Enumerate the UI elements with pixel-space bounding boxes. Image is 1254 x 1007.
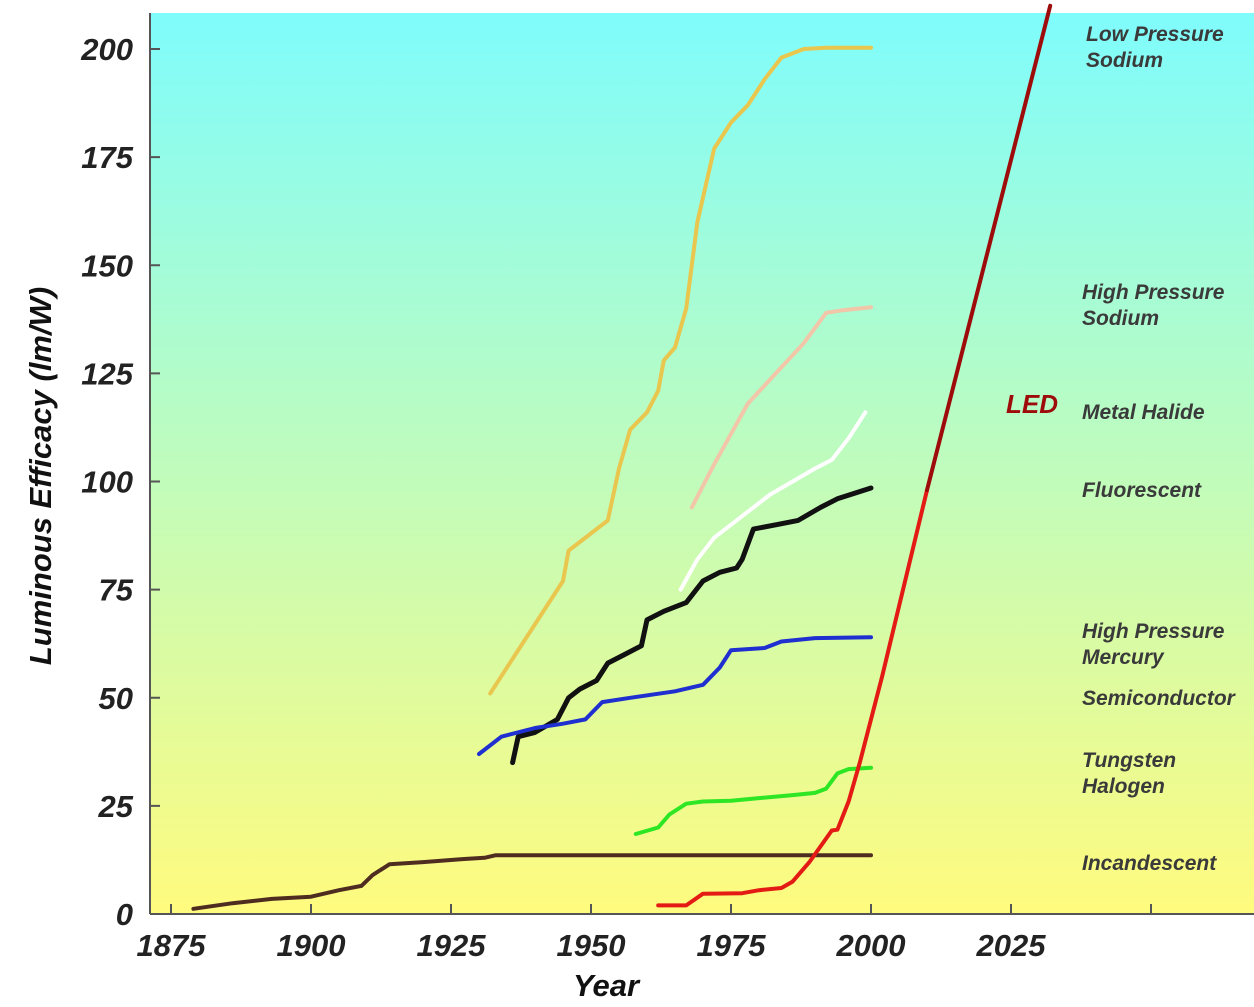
y-axis-title: Luminous Efficacy (lm/W): [23, 287, 58, 665]
label-led: LED: [1006, 389, 1058, 419]
y-tick-label: 50: [99, 681, 133, 716]
label-semiconductor: Semiconductor: [1082, 687, 1237, 710]
x-tick-label: 1875: [137, 928, 207, 963]
label-metal-halide: Metal Halide: [1082, 401, 1205, 424]
x-tick-label: 1950: [557, 928, 626, 963]
plot-background: [150, 13, 1254, 914]
label-high-pressure-mercury: High Pressure Mercury: [1082, 620, 1230, 669]
series-lines: [191, 3, 1053, 911]
x-tick-label: 1975: [697, 928, 767, 963]
series-line-incandescent: [191, 853, 873, 911]
series-line-high-pressure-sodium: [689, 305, 873, 510]
y-tick-label: 100: [81, 465, 133, 500]
series-line-high-pressure-mercury: [477, 635, 873, 756]
series-line-fluorescent: [510, 485, 874, 766]
series-line-metal-halide: [678, 410, 868, 592]
x-tick-label: 2000: [836, 928, 906, 963]
x-tick-label: 1900: [277, 928, 346, 963]
x-tick-label: 2025: [976, 928, 1047, 963]
label-fluorescent: Fluorescent: [1082, 479, 1202, 502]
x-tick-label: 1925: [417, 928, 487, 963]
y-tick-label: 150: [81, 248, 133, 283]
label-incandescent: Incandescent: [1082, 852, 1217, 875]
y-tick-label: 175: [81, 140, 133, 175]
y-tick-label: 75: [99, 573, 134, 608]
series-line-led: [925, 3, 1053, 493]
axes: [149, 13, 1254, 915]
series-line-semiconductor: [656, 488, 929, 908]
label-tungsten-halogen: Tungsten Halogen: [1082, 749, 1182, 798]
label-low-pressure-sodium: Low Pressure Sodium: [1086, 23, 1230, 72]
series-line-low-pressure-sodium: [488, 45, 873, 696]
axis-ticks: 0 25 50 75 100 125 150 175 200 1875 1900 1925 1950 19…: [80, 32, 1152, 963]
series-line-tungsten-halogen: [633, 765, 873, 836]
y-tick-label: 25: [98, 789, 134, 824]
y-tick-label: 200: [80, 32, 133, 67]
label-high-pressure-sodium: High Pressure Sodium: [1082, 281, 1230, 330]
y-tick-label: 125: [81, 356, 133, 391]
x-axis-title: Year: [573, 968, 641, 1002]
y-tick-label: 0: [116, 897, 133, 932]
